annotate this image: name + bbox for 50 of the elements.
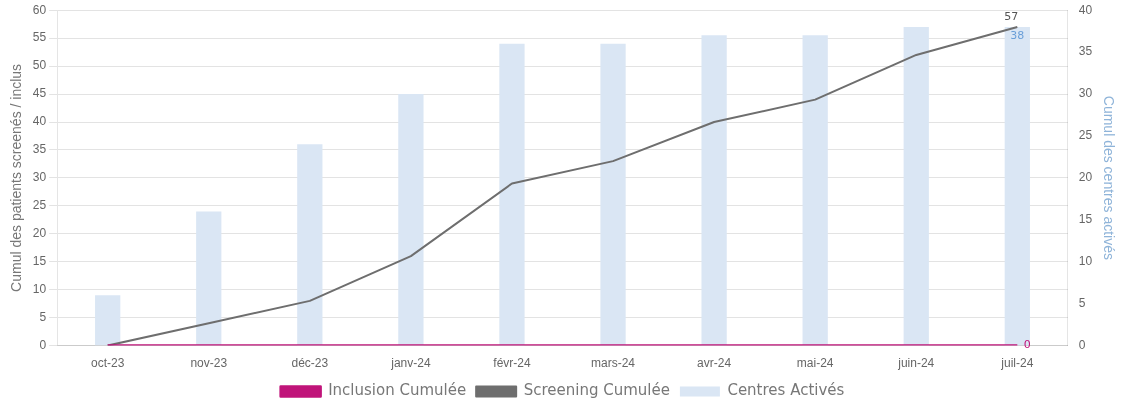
y-tick-label: 35 bbox=[32, 142, 47, 157]
y-tick-label: 10 bbox=[32, 282, 47, 297]
y2-axis-title: Cumul des centres activés bbox=[1100, 95, 1117, 260]
y-tick-label: 0 bbox=[39, 337, 47, 352]
legend-label: Inclusion Cumulée bbox=[328, 381, 467, 400]
legend-label: Screening Cumulée bbox=[523, 381, 670, 400]
bar bbox=[802, 35, 828, 346]
bar bbox=[1004, 26, 1030, 346]
bar bbox=[903, 26, 929, 346]
y2-tick-label: 35 bbox=[1078, 44, 1093, 59]
y-tick-label: 25 bbox=[32, 198, 47, 213]
y2-tick-label: 0 bbox=[1078, 337, 1086, 352]
bar bbox=[701, 35, 727, 346]
bar bbox=[196, 211, 222, 346]
x-tick-label: nov-23 bbox=[190, 356, 228, 371]
y-tick-label: 5 bbox=[39, 309, 47, 324]
x-tick-label: oct-23 bbox=[91, 356, 125, 371]
bar bbox=[95, 295, 121, 346]
x-tick-label: déc-23 bbox=[291, 356, 329, 371]
data-label: 57 bbox=[1004, 10, 1019, 24]
y2-tick-label: 20 bbox=[1078, 170, 1093, 185]
bar bbox=[499, 43, 525, 346]
y2-tick-label: 5 bbox=[1078, 295, 1086, 310]
y-tick-label: 50 bbox=[32, 58, 47, 73]
y2-tick-label: 30 bbox=[1078, 86, 1093, 101]
y-tick-label: 45 bbox=[32, 86, 47, 101]
data-label: 0 bbox=[1023, 338, 1031, 352]
y2-tick-label: 10 bbox=[1078, 254, 1093, 269]
y-axis-title: Cumul des patients screenés / inclus bbox=[8, 63, 25, 292]
data-label: 38 bbox=[1010, 29, 1025, 43]
y-tick-label: 15 bbox=[32, 254, 47, 269]
y-tick-label: 30 bbox=[32, 170, 47, 185]
bar bbox=[600, 43, 626, 346]
y-tick-label: 40 bbox=[32, 114, 47, 129]
x-tick-label: avr-24 bbox=[697, 356, 732, 371]
x-tick-label: févr-24 bbox=[493, 356, 531, 371]
y-tick-label: 55 bbox=[32, 30, 47, 45]
legend-label: Centres Activés bbox=[727, 381, 845, 400]
y2-tick-label: 25 bbox=[1078, 128, 1093, 143]
bar bbox=[297, 144, 323, 346]
x-tick-label: janv-24 bbox=[390, 356, 431, 371]
y-tick-label: 60 bbox=[32, 2, 47, 17]
y2-tick-label: 40 bbox=[1078, 2, 1093, 17]
x-tick-label: juin-24 bbox=[897, 356, 935, 371]
y-tick-label: 20 bbox=[32, 226, 47, 241]
bar bbox=[398, 94, 424, 346]
x-tick-label: mai-24 bbox=[796, 356, 834, 371]
y2-tick-label: 15 bbox=[1078, 212, 1093, 227]
x-tick-label: mars-24 bbox=[591, 356, 636, 371]
x-tick-label: juil-24 bbox=[1000, 356, 1034, 371]
